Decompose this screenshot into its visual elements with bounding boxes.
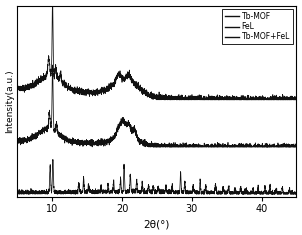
Legend: Tb-MOF, FeL, Tb-MOF+FeL: Tb-MOF, FeL, Tb-MOF+FeL	[222, 9, 293, 44]
Y-axis label: Intensity(a.u.): Intensity(a.u.)	[5, 69, 14, 133]
X-axis label: 2θ(°): 2θ(°)	[144, 219, 170, 229]
